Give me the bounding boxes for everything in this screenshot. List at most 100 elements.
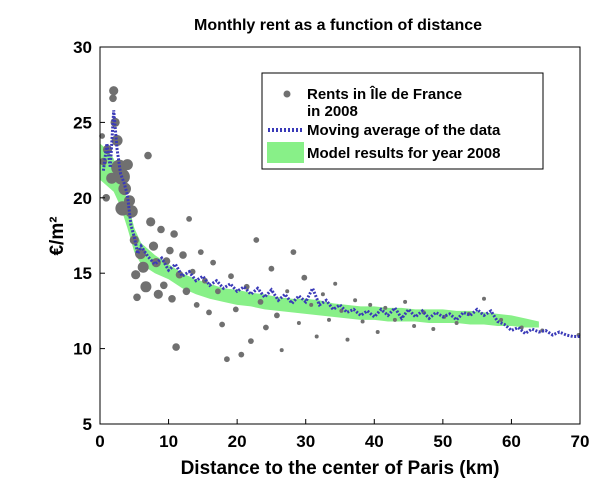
scatter-point-69 (353, 298, 358, 303)
legend-band-marker (267, 142, 304, 163)
scatter-point-66 (333, 281, 338, 286)
legend-label-model: Model results for year 2008 (307, 145, 500, 162)
scatter-point-52 (253, 237, 260, 243)
scatter-point-71 (368, 302, 373, 307)
y-tick-label-2: 15 (73, 264, 92, 283)
scatter-point-83 (499, 317, 504, 322)
scatter-point-49 (238, 351, 245, 358)
moving-average-layer (101, 110, 580, 338)
x-tick-label-6: 60 (502, 432, 521, 451)
chart-title: Monthly rent as a function of distance (194, 17, 482, 34)
scatter-point-7 (110, 117, 120, 127)
scatter-point-64 (320, 292, 325, 297)
scatter-point-35 (179, 251, 187, 259)
legend-label-moving-average: Moving average of the data (307, 122, 501, 139)
scatter-point-37 (186, 216, 193, 222)
scatter-point-45 (219, 321, 226, 328)
scatter-point-23 (146, 217, 156, 227)
legend-label-rents-year: in 2008 (307, 103, 358, 120)
scatter-point-33 (172, 343, 180, 351)
scatter-point-8 (111, 135, 123, 146)
scatter-point-28 (160, 281, 168, 290)
scatter-point-27 (157, 225, 165, 234)
x-tick-label-7: 70 (571, 432, 590, 451)
scatter-point-75 (403, 299, 408, 304)
x-tick-label-4: 40 (365, 432, 384, 451)
x-axis-ticks: 0 10 20 30 40 50 60 70 (95, 419, 589, 451)
scatter-point-36 (182, 287, 191, 296)
scatter-point-24 (148, 241, 159, 251)
scatter-point-18 (133, 293, 141, 302)
scatter-point-40 (197, 249, 204, 256)
y-tick-label-4: 25 (73, 113, 92, 132)
scatter-point-76 (412, 324, 417, 328)
scatter-point-53 (257, 299, 264, 305)
x-tick-label-3: 30 (296, 432, 315, 451)
legend-label-rents: Rents in Île de France (307, 85, 462, 103)
scatter-point-31 (168, 295, 176, 303)
scatter-point-82 (482, 296, 486, 301)
scatter-point-61 (301, 274, 308, 281)
y-tick-label-5: 30 (73, 38, 92, 57)
y-axis-label: €/m² (47, 216, 68, 255)
y-tick-label-1: 10 (73, 340, 92, 359)
scatter-point-42 (206, 309, 212, 316)
scatter-point-78 (431, 327, 436, 331)
scatter-point-22 (144, 151, 152, 160)
scatter-point-60 (296, 321, 301, 325)
x-axis-label: Distance to the center of Paris (km) (181, 458, 500, 479)
scatter-point-20 (137, 261, 149, 273)
scatter-point-44 (215, 288, 221, 295)
scatter-point-5 (109, 94, 117, 103)
x-tick-label-1: 10 (159, 432, 178, 451)
scatter-point-80 (454, 321, 459, 325)
scatter-point-54 (263, 324, 269, 331)
scatter-point-62 (309, 302, 314, 307)
scatter-point-59 (290, 249, 297, 256)
scatter-point-2 (102, 194, 110, 202)
scatter-point-29 (162, 257, 171, 265)
scatter-point-6 (109, 86, 119, 96)
legend: Rents in Île de France in 2008 Moving av… (261, 72, 544, 170)
legend-box (261, 72, 544, 170)
scatter-point-32 (170, 230, 178, 238)
x-tick-label-2: 20 (228, 432, 247, 451)
scatter-point-34 (175, 270, 184, 279)
scatter-point-17 (131, 270, 141, 280)
scatter-point-65 (327, 317, 331, 322)
scatter-point-48 (232, 306, 239, 313)
scatter-point-39 (193, 302, 200, 308)
scatter-point-67 (339, 308, 344, 313)
scatter-point-55 (268, 265, 275, 272)
scatter-point-84 (519, 325, 524, 330)
plot-area (99, 46, 581, 425)
scatter-point-70 (360, 319, 365, 324)
scatter-point-74 (392, 317, 397, 322)
scatter-point-73 (383, 305, 388, 310)
scatter-point-15 (125, 205, 138, 218)
scatter-point-63 (314, 334, 319, 339)
x-tick-label-5: 50 (433, 432, 452, 451)
y-tick-label-3: 20 (73, 189, 92, 208)
scatter-point-47 (228, 273, 234, 280)
legend-dot-marker (283, 90, 291, 98)
scatter-point-68 (345, 337, 350, 342)
scatter-point-26 (153, 289, 163, 299)
scatter-point-72 (375, 330, 380, 334)
model-band-layer (100, 143, 539, 328)
scatter-point-51 (248, 338, 254, 344)
scatter-point-58 (285, 289, 290, 294)
scatter-point-56 (274, 312, 280, 319)
scatter-point-16 (129, 235, 139, 245)
model-band (100, 143, 539, 328)
y-tick-label-0: 5 (83, 415, 92, 434)
scatter-layer (99, 86, 581, 363)
scatter-point-46 (224, 356, 230, 363)
scatter-point-30 (166, 246, 174, 255)
scatter-point-43 (210, 259, 217, 266)
moving-average-line (101, 110, 580, 338)
scatter-point-21 (140, 281, 152, 293)
scatter-point-0 (99, 133, 105, 139)
scatter-point-13 (121, 159, 133, 171)
